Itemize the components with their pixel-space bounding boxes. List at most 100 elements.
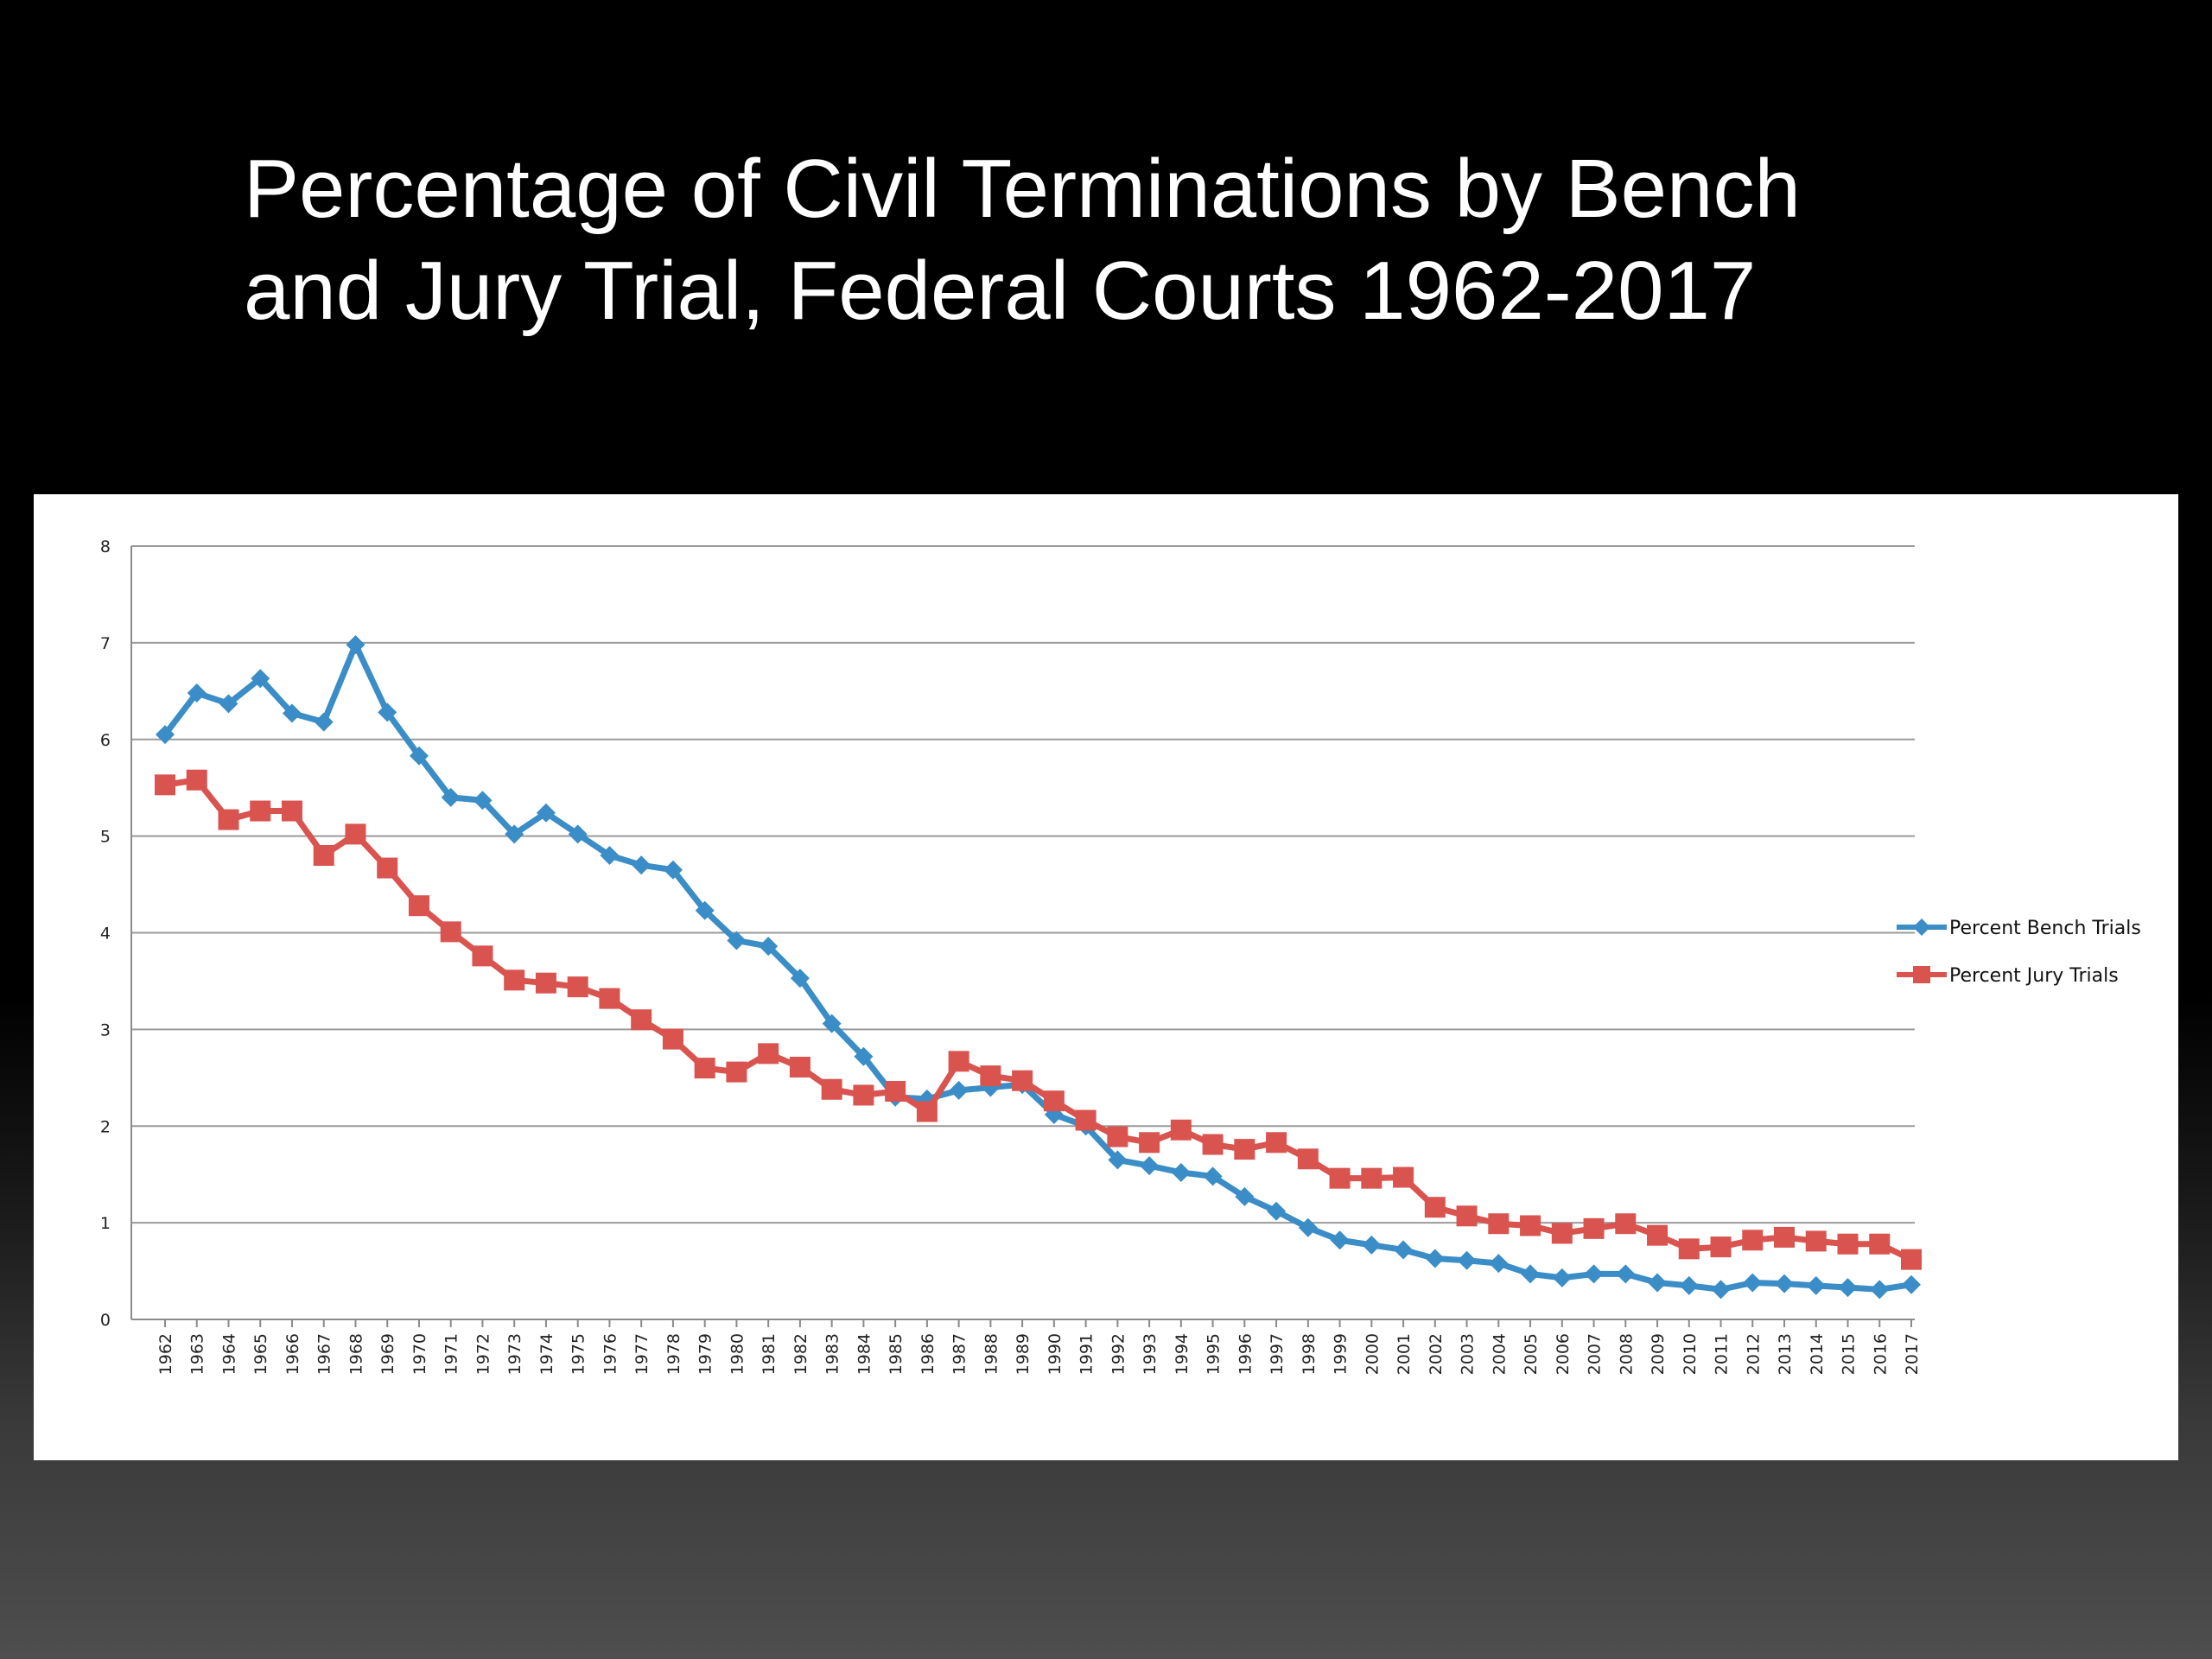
x-tick-label: 1966: [283, 1333, 302, 1375]
data-point: [251, 669, 270, 689]
data-point: [314, 712, 334, 732]
data-point: [1012, 1070, 1033, 1091]
data-point: [313, 845, 334, 866]
data-point: [1362, 1235, 1382, 1255]
data-point: [854, 1046, 874, 1066]
x-tick-label: 2013: [1776, 1333, 1795, 1375]
data-point: [980, 1065, 1001, 1087]
x-tick-label: 1971: [442, 1333, 461, 1375]
data-point: [1297, 1148, 1319, 1170]
data-point: [156, 725, 175, 745]
data-point: [632, 855, 652, 875]
data-point: [281, 800, 302, 822]
data-point: [759, 937, 779, 957]
data-point: [1393, 1166, 1414, 1188]
x-tick-label: 1964: [219, 1333, 238, 1375]
data-point: [1203, 1166, 1223, 1186]
x-tick-label: 1994: [1173, 1333, 1192, 1375]
x-tick-label: 2002: [1427, 1333, 1446, 1375]
x-tick-label: 1978: [664, 1333, 683, 1375]
series: [155, 635, 1922, 1300]
y-tick-label: 2: [100, 1117, 111, 1136]
data-point: [1775, 1274, 1795, 1294]
data-point: [662, 1028, 683, 1050]
data-point: [568, 824, 588, 844]
data-point: [1805, 1230, 1827, 1252]
x-tick-label: 1984: [855, 1333, 874, 1375]
x-tick-label: 1967: [315, 1333, 334, 1375]
data-point: [1170, 1119, 1192, 1141]
x-tick-label: 1992: [1109, 1333, 1128, 1375]
legend-marker: [1913, 918, 1930, 936]
x-tick-label: 1972: [474, 1333, 493, 1375]
y-tick-label: 8: [100, 537, 111, 556]
data-point: [377, 857, 398, 879]
x-tick-label: 1970: [410, 1333, 429, 1375]
x-tick-label: 1998: [1300, 1333, 1319, 1375]
series-bench: [156, 635, 1921, 1300]
x-tick-label: 2010: [1681, 1333, 1700, 1375]
title-line-2: and Jury Trial, Federal Courts 1962-2017: [244, 245, 1757, 337]
data-point: [378, 702, 397, 722]
x-tick-label: 2001: [1395, 1333, 1414, 1375]
gridlines: [131, 545, 1915, 1320]
data-point: [1488, 1213, 1510, 1235]
data-point: [885, 1080, 906, 1102]
data-point: [1330, 1230, 1350, 1250]
x-tick-label: 1973: [505, 1333, 524, 1375]
x-tick-label: 2016: [1871, 1333, 1890, 1375]
data-point: [1583, 1217, 1605, 1239]
data-point: [631, 1009, 652, 1031]
legend: Percent Bench Trials Percent Jury Trials: [1897, 918, 2141, 987]
x-tick-label: 1997: [1268, 1333, 1287, 1375]
legend-label: Percent Jury Trials: [1949, 965, 2119, 987]
x-tick-label: 1985: [887, 1333, 906, 1375]
data-point: [758, 1043, 779, 1065]
data-point: [1043, 1090, 1065, 1112]
series-jury: [155, 769, 1922, 1270]
legend-entry: Percent Bench Trials: [1897, 918, 2141, 939]
data-point: [600, 846, 620, 865]
data-point: [1235, 1186, 1255, 1206]
x-tick-label: 1965: [251, 1333, 270, 1375]
data-point: [1140, 1156, 1160, 1176]
x-tick-label: 2004: [1490, 1333, 1509, 1375]
data-point: [1743, 1273, 1763, 1293]
data-point: [599, 988, 620, 1009]
x-tick-label: 1976: [601, 1333, 620, 1375]
x-tick-label: 1974: [537, 1333, 556, 1375]
x-tick-label: 1962: [156, 1333, 175, 1375]
data-point: [1329, 1167, 1351, 1189]
data-point: [567, 976, 588, 998]
data-point: [346, 635, 365, 655]
data-point: [535, 972, 556, 994]
data-point: [345, 823, 366, 845]
legend-label: Percent Bench Trials: [1949, 918, 2141, 939]
x-tick-label: 2008: [1617, 1333, 1636, 1375]
data-point: [250, 800, 271, 822]
x-tick-label: 2006: [1554, 1333, 1573, 1375]
x-tick-label: 1988: [982, 1333, 1001, 1375]
data-point: [1901, 1249, 1922, 1270]
x-tick-label: 1979: [696, 1333, 715, 1375]
x-tick-label: 1991: [1077, 1333, 1096, 1375]
data-point: [853, 1084, 874, 1106]
data-point: [1361, 1167, 1382, 1189]
data-point: [1711, 1280, 1731, 1300]
data-point: [1425, 1249, 1445, 1268]
data-point: [505, 824, 524, 844]
data-point: [1647, 1224, 1669, 1246]
data-point: [948, 1051, 969, 1072]
data-point: [1710, 1236, 1732, 1258]
x-tick-label: 1981: [760, 1333, 779, 1375]
x-tick-label: 1968: [346, 1333, 365, 1375]
x-tick-label: 1963: [188, 1333, 207, 1375]
data-point: [1298, 1217, 1318, 1237]
x-tick-label: 1996: [1236, 1333, 1255, 1375]
data-point: [441, 787, 461, 807]
data-point: [1678, 1238, 1700, 1260]
x-tick-label: 1977: [632, 1333, 652, 1375]
data-point: [1615, 1213, 1637, 1235]
data-point: [916, 1101, 938, 1122]
y-tick-label: 4: [100, 925, 111, 944]
